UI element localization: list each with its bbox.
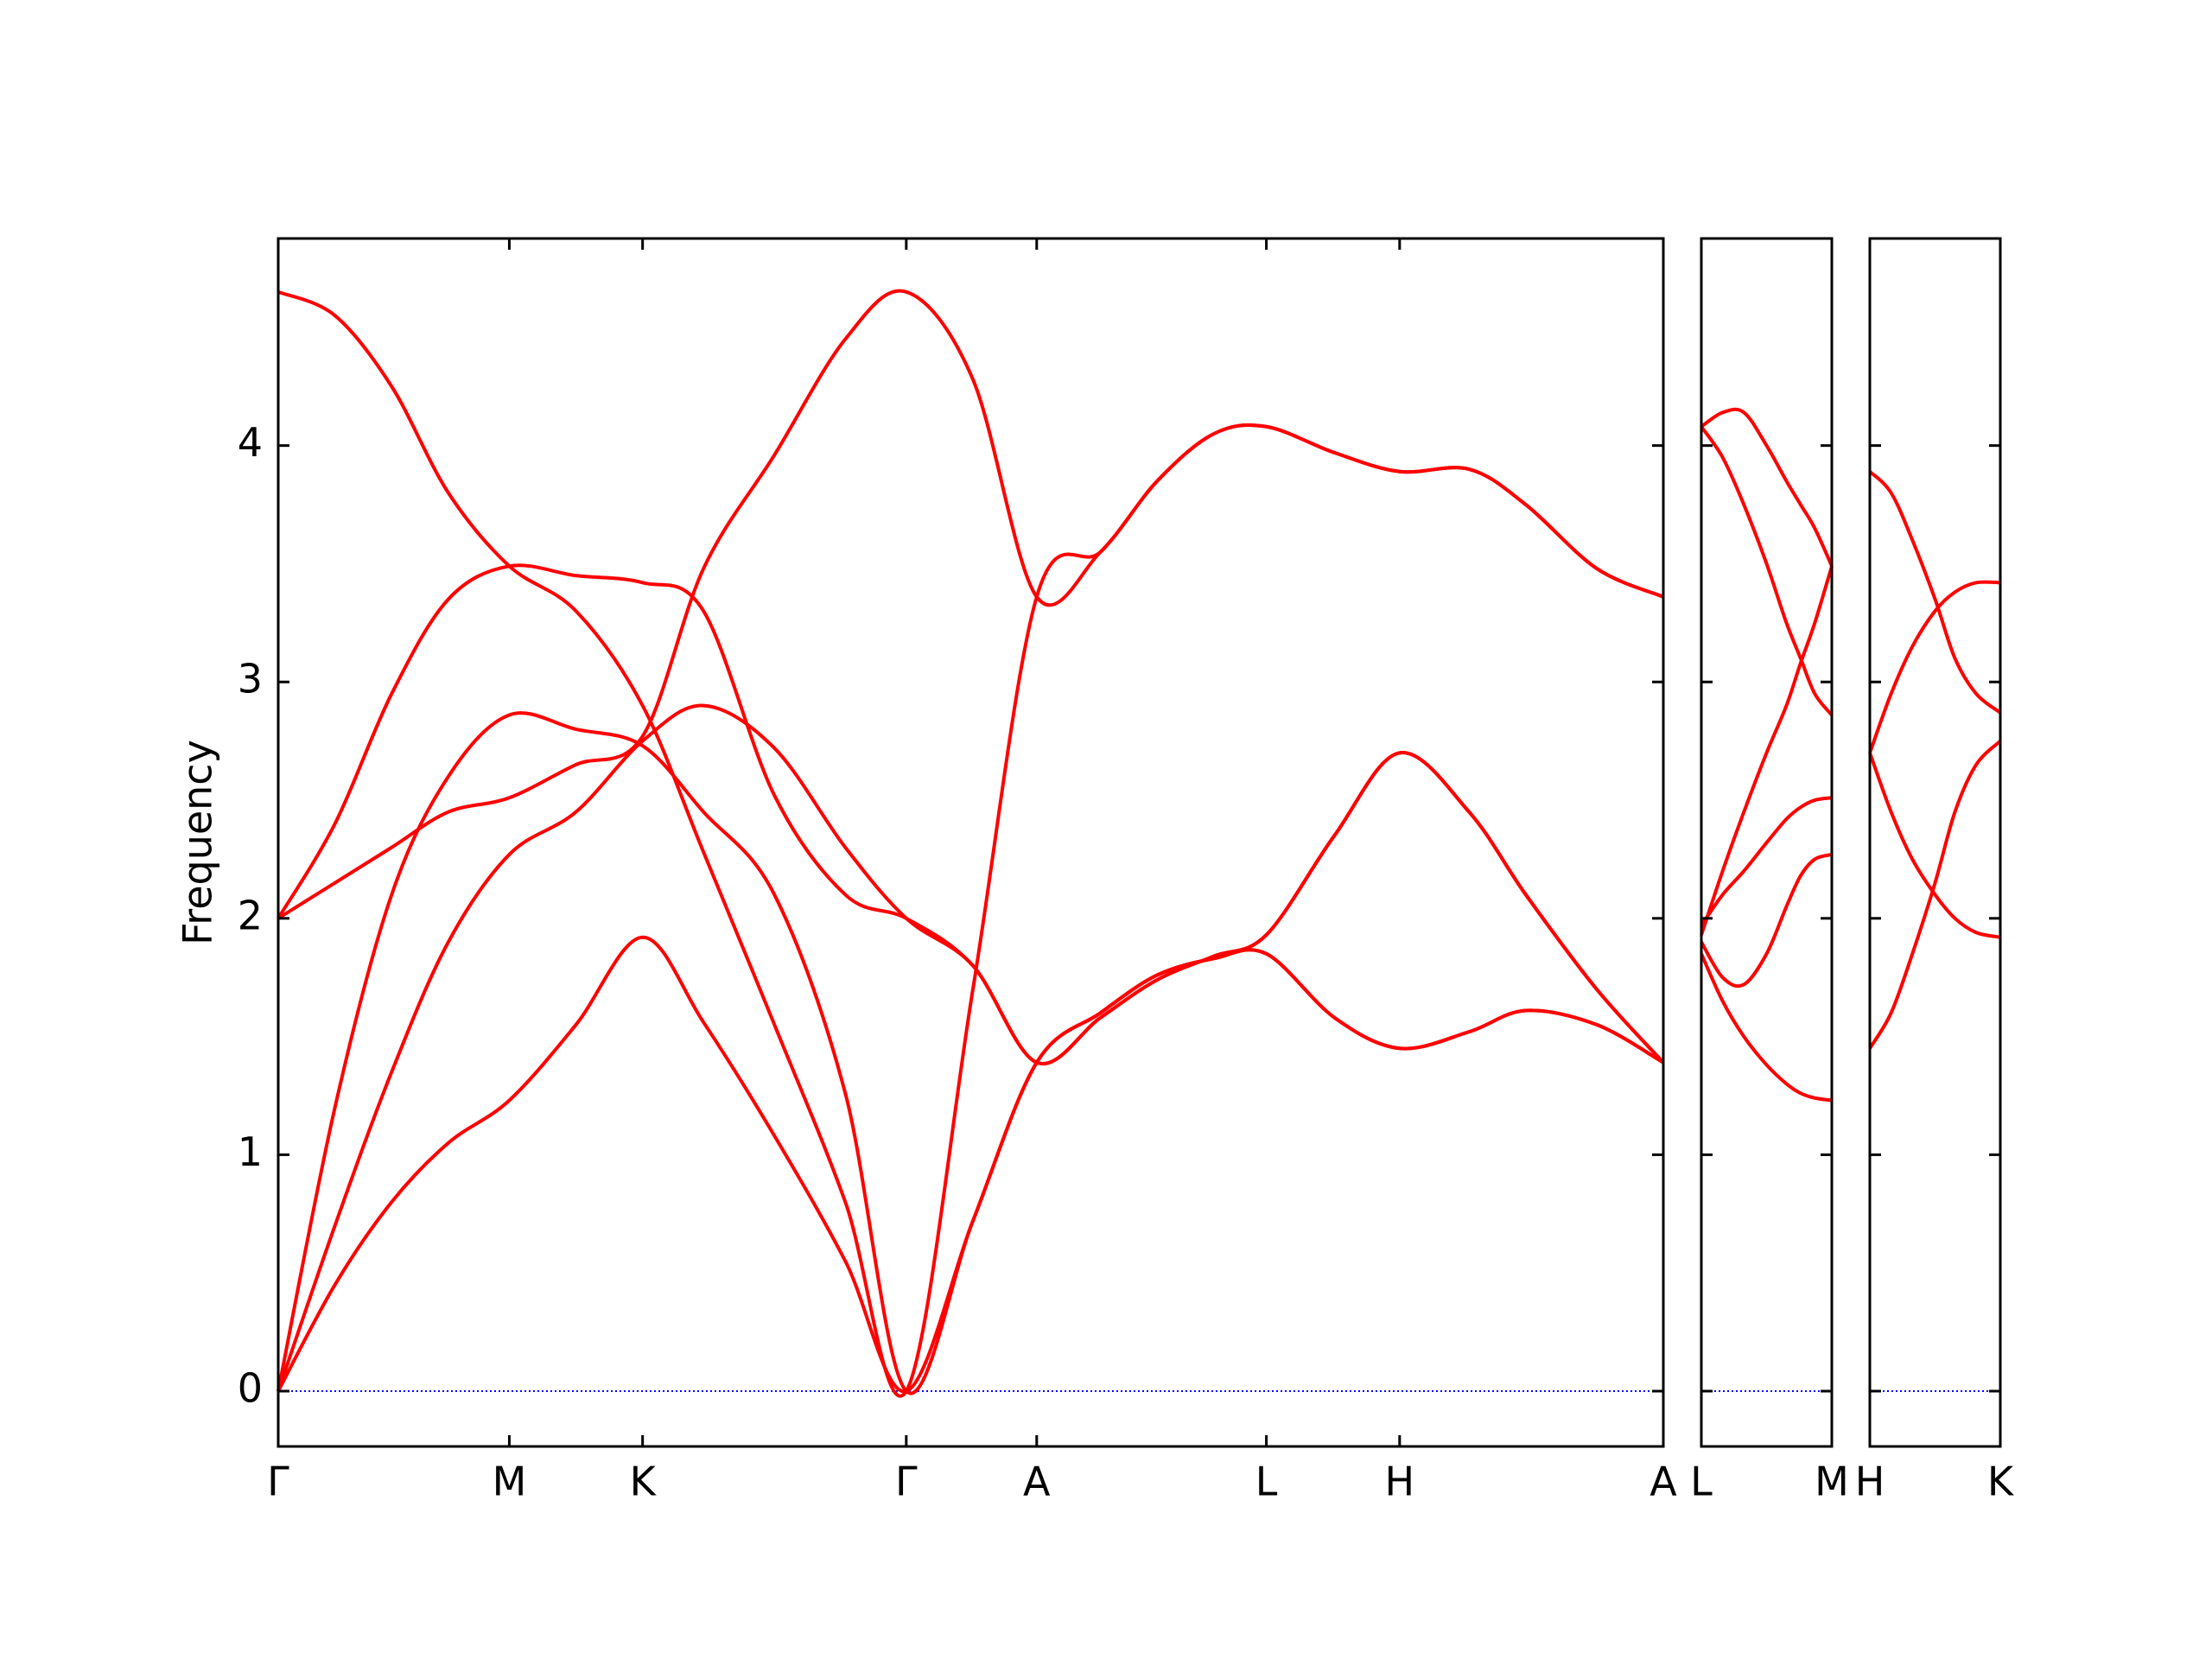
band-line [276,563,1665,1066]
band-line [1700,425,1834,716]
x-tick-label: Γ [895,1459,918,1505]
band-line [277,289,1664,1398]
band-line [1700,953,1833,1103]
x-tick-label: M [493,1459,527,1505]
plot-frame [1868,237,2002,1448]
y-tick-label: 2 [238,892,263,938]
plot-frame [1700,237,1834,1448]
x-tick-label: A [1023,1459,1051,1505]
band-line [1700,852,1833,988]
x-tick-label: M [1815,1459,1849,1505]
x-tick-label: K [630,1459,658,1505]
band-line [1868,752,2001,939]
band-line [276,703,1665,1392]
x-tick-label: A [1649,1459,1677,1505]
band-line [1868,740,2002,1050]
band-line [1868,470,2002,715]
y-tick-label: 3 [238,656,263,702]
y-tick-label: 4 [238,419,263,466]
plot-frame [276,237,1665,1448]
x-tick-label: H [1855,1459,1885,1505]
x-tick-label: Γ [267,1459,289,1505]
x-tick-label: L [1255,1459,1278,1505]
y-axis-label: Frequency [175,740,221,945]
y-tick-label: 0 [238,1364,263,1411]
band-line [1700,796,1833,927]
band-line [1700,407,1834,568]
band-line [276,289,1664,920]
band-line [1700,565,1834,936]
band-line [276,711,1664,1395]
x-tick-label: H [1385,1459,1415,1505]
y-tick-label: 1 [238,1128,263,1175]
x-tick-label: L [1690,1459,1713,1505]
band-line [1868,580,2001,753]
x-tick-label: K [1987,1459,2015,1505]
